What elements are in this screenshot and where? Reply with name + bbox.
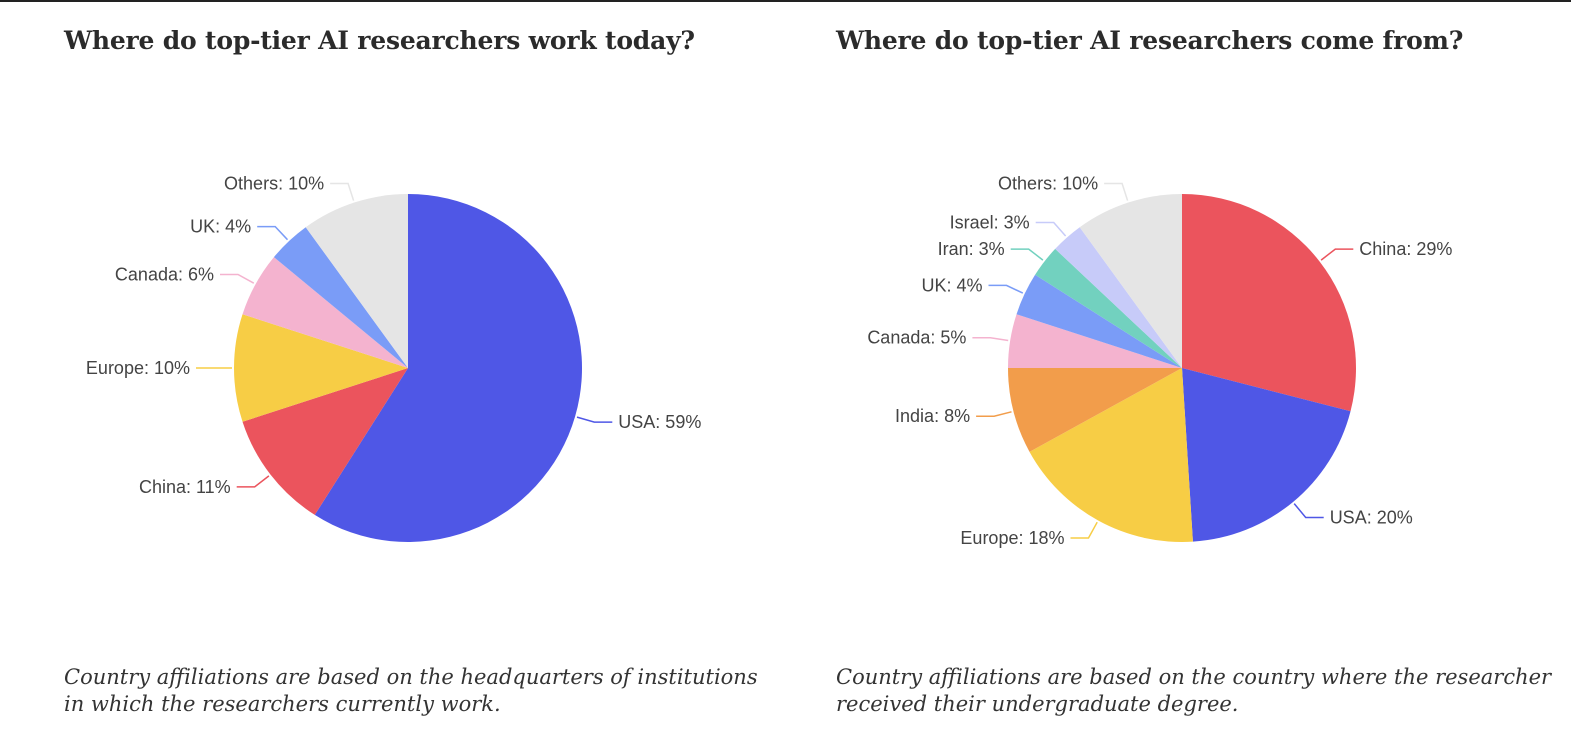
chart-footnote: Country affiliations are based on the he… (64, 665, 758, 716)
slice-label: Others: 10% (998, 174, 1098, 194)
leader-line (1010, 248, 1044, 261)
leader-line (988, 284, 1024, 294)
leader-line (1070, 521, 1098, 539)
leader-line (976, 411, 1012, 417)
pie-chart-come-from: China: 29% USA: 20% Europe: 18% India: 8% Ca… (867, 174, 1452, 549)
slice-label: Europe: 10% (86, 358, 190, 378)
pie-slice (242, 257, 408, 368)
leader-line (1035, 221, 1067, 237)
pie-slice (242, 368, 408, 515)
slice-label: Others: 10% (224, 174, 324, 194)
pie-slice (1182, 194, 1356, 412)
slice-label: China: 11% (139, 477, 231, 497)
chart-footnote: Country affiliations are based on the co… (836, 665, 1552, 716)
chart-panel-work-today: Where do top-tier AI researchers work to… (64, 2, 804, 742)
slice-label: UK: 4% (190, 217, 251, 237)
slice-label: Canada: 5% (867, 328, 966, 348)
slice-label: Canada: 6% (115, 265, 214, 285)
leader-line (330, 182, 355, 201)
slice-label: India: 8% (895, 406, 970, 426)
leader-line (1104, 182, 1129, 201)
slice-label: USA: 59% (618, 412, 701, 432)
leader-line (257, 225, 289, 241)
leader-line (576, 416, 613, 423)
pie-slice (273, 227, 408, 368)
pie-slice (1035, 248, 1182, 368)
slice-label: Israel: 3% (950, 213, 1030, 233)
pie-chart-work-today: USA: 59% China: 11% Europe: 10% Canada: 6% U… (86, 174, 701, 542)
slice-label: USA: 20% (1330, 508, 1413, 528)
pie-slice (1008, 314, 1182, 368)
slice-label: UK: 4% (921, 275, 982, 295)
pie-slice (1008, 368, 1182, 452)
leader-line (220, 273, 255, 284)
chart-panel-come-from: Where do top-tier AI researchers come fr… (836, 2, 1571, 742)
pie-slice (1079, 194, 1182, 368)
pie-slice (1182, 368, 1351, 542)
pie-slice (1055, 227, 1182, 368)
pie-slice (1016, 274, 1182, 368)
chart-title: Where do top-tier AI researchers work to… (64, 26, 695, 55)
slice-label: China: 29% (1359, 239, 1452, 259)
pie-slice (234, 314, 408, 422)
leader-line (972, 336, 1009, 342)
pie-slice (305, 194, 408, 368)
pie-slice (314, 194, 583, 542)
leader-line (236, 475, 270, 488)
slice-label: Iran: 3% (938, 239, 1005, 259)
pie-slice (1029, 368, 1193, 543)
leader-line (1320, 248, 1354, 261)
chart-title: Where do top-tier AI researchers come fr… (836, 26, 1464, 55)
leader-line (1293, 503, 1324, 519)
slice-label: Europe: 18% (960, 528, 1064, 548)
